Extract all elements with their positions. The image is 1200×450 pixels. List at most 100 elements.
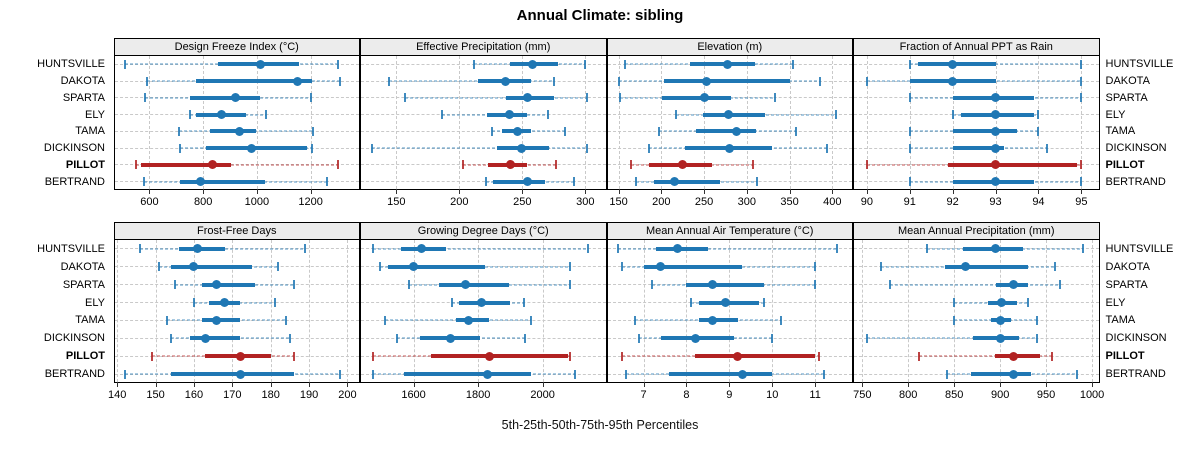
panel: Effective Precipitation (mm) 150 200 250 300 xyxy=(360,38,607,208)
iqr-bar xyxy=(695,354,816,359)
station-label-left: DAKOTA xyxy=(60,75,105,88)
whisker-cap xyxy=(888,280,891,290)
whisker-cap xyxy=(440,110,443,120)
median-dot xyxy=(1009,369,1019,379)
whisker-cap xyxy=(123,369,126,379)
axis-tick xyxy=(789,189,791,194)
median-dot xyxy=(212,315,222,325)
iqr-bar xyxy=(952,129,1017,134)
panel-plot-area: 150 200 250 300 xyxy=(360,56,607,208)
panel-title: Design Freeze Index (°C) xyxy=(174,41,299,53)
whisker-cap xyxy=(771,333,774,343)
station-label-left: SPARTA xyxy=(62,278,105,291)
whisker-cap xyxy=(292,351,295,361)
median-dot xyxy=(960,262,970,272)
whisker-cap xyxy=(387,76,390,86)
panel-title: Elevation (m) xyxy=(697,41,763,53)
row-gridline xyxy=(114,248,359,250)
axis-tick-label: 350 xyxy=(780,196,799,208)
median-dot xyxy=(995,333,1005,343)
whisker-cap xyxy=(586,244,589,254)
axis-tick xyxy=(310,189,312,194)
vertical-gridline xyxy=(789,56,791,189)
axis-tick xyxy=(1000,382,1002,387)
median-dot xyxy=(234,126,244,136)
whisker-cap xyxy=(339,76,342,86)
median-dot xyxy=(217,110,227,120)
panel: Growing Degree Days (°C) 1600 1800 2000 xyxy=(360,222,607,401)
whisker-cap xyxy=(818,351,821,361)
median-dot xyxy=(690,333,700,343)
station-label-left: PILLOT xyxy=(65,158,105,171)
axis-tick-label: 850 xyxy=(945,389,964,401)
whisker-cap xyxy=(618,76,621,86)
panel: Fraction of Annual PPT as Rain 90 91 92 93 94… xyxy=(853,38,1100,208)
station-label-right: DICKINSON xyxy=(1105,332,1167,345)
whisker-cap xyxy=(407,280,410,290)
median-dot xyxy=(522,93,532,103)
panel: Design Freeze Index (°C) 600 800 1000 1200 xyxy=(113,38,360,208)
station-label-right: DAKOTA xyxy=(1105,75,1150,88)
station-label-right: HUNTSVILLE xyxy=(1105,58,1174,71)
station-label-right: BERTRAND xyxy=(1105,175,1166,188)
whisker-cap xyxy=(826,143,829,153)
axis-tick-label: 150 xyxy=(146,389,165,401)
axis-tick-label: 150 xyxy=(387,196,406,208)
median-dot xyxy=(516,143,526,153)
axis-tick-label: 93 xyxy=(989,196,1002,208)
station-label-right: HUNTSVILLE xyxy=(1105,242,1174,255)
median-dot xyxy=(512,126,522,136)
whisker-cap xyxy=(139,244,142,254)
axis-tick-label: 91 xyxy=(903,196,916,208)
axis-tick xyxy=(309,382,311,387)
axis-tick-label: 160 xyxy=(184,389,204,401)
median-dot xyxy=(484,351,494,361)
axis-tick xyxy=(347,382,349,387)
median-dot xyxy=(189,262,199,272)
vertical-gridline xyxy=(1046,240,1048,382)
whisker-cap xyxy=(865,333,868,343)
median-dot xyxy=(256,59,266,69)
whisker-cap xyxy=(647,143,650,153)
panel-title: Frost-Free Days xyxy=(197,225,277,237)
whisker-cap xyxy=(564,126,567,136)
station-label-left: TAMA xyxy=(75,314,105,327)
whisker-cap xyxy=(751,160,754,170)
whisker-cap xyxy=(953,315,956,325)
vertical-gridline xyxy=(866,56,868,189)
iqr-bar xyxy=(686,282,764,287)
iqr-bar xyxy=(493,179,545,184)
median-dot xyxy=(991,143,1001,153)
vertical-gridline xyxy=(862,240,864,382)
iqr-bar xyxy=(439,282,509,287)
whisker-cap xyxy=(908,59,911,69)
median-dot xyxy=(997,298,1007,308)
vertical-gridline xyxy=(459,56,461,189)
axis-tick-label: 1600 xyxy=(401,389,426,401)
axis-tick xyxy=(1092,382,1094,387)
percentile-range-line xyxy=(388,80,554,83)
axis-tick-label: 1000 xyxy=(1079,389,1105,401)
median-dot xyxy=(991,126,1001,136)
vertical-gridline xyxy=(396,56,398,189)
whisker-cap xyxy=(908,143,911,153)
whisker-cap xyxy=(625,369,628,379)
iqr-bar xyxy=(170,264,252,269)
iqr-bar xyxy=(190,336,240,341)
axis-tick xyxy=(232,382,234,387)
whisker-cap xyxy=(169,333,172,343)
whisker-cap xyxy=(792,59,794,69)
iqr-bar xyxy=(944,264,1028,269)
whisker-cap xyxy=(908,93,911,103)
station-label-right: BERTRAND xyxy=(1105,368,1166,381)
iqr-bar xyxy=(387,264,485,269)
median-dot xyxy=(195,177,205,187)
vertical-gridline xyxy=(149,56,151,189)
iqr-bar xyxy=(690,62,755,67)
median-dot xyxy=(1009,280,1019,290)
iqr-bar xyxy=(643,264,743,269)
percentile-range-line xyxy=(372,147,587,150)
whisker-cap xyxy=(371,143,374,153)
station-label-right: DICKINSON xyxy=(1105,142,1167,155)
